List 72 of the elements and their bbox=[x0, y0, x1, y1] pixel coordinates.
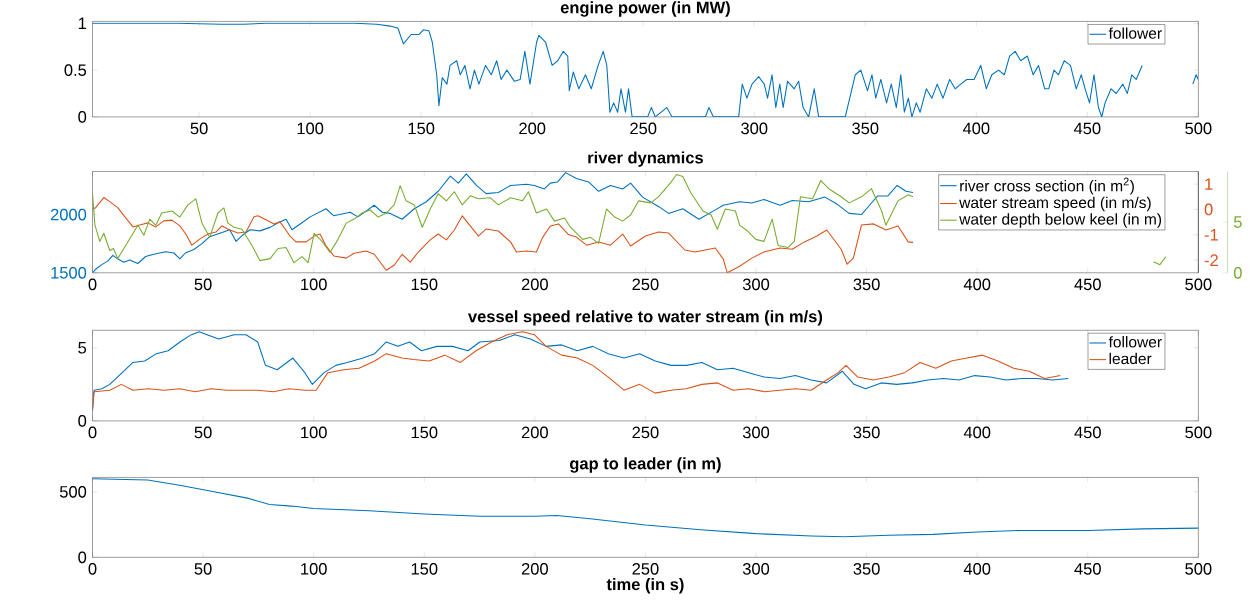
x-tick-label: 100 bbox=[301, 426, 327, 439]
y-tick-label: 500 bbox=[59, 486, 87, 498]
x-tick-label: 50 bbox=[190, 122, 208, 135]
x-tick-label: 450 bbox=[1073, 122, 1101, 135]
legend-label: water depth below keel (in m) bbox=[959, 213, 1162, 228]
legend-label: water stream speed (in m/s) bbox=[959, 196, 1151, 212]
x-tick-label: 150 bbox=[408, 122, 435, 135]
x-tick-label: 50 bbox=[194, 426, 212, 439]
x-tick-label: 200 bbox=[521, 563, 548, 575]
x-tick-label: 250 bbox=[632, 426, 659, 439]
y-tick-label: 5 bbox=[78, 342, 87, 354]
y2-tick-label: 1 bbox=[1205, 178, 1213, 190]
y-tick-label: 0.5 bbox=[64, 64, 87, 77]
line-series bbox=[92, 197, 914, 273]
y-tick-label: 1500 bbox=[51, 267, 87, 279]
y-tick-label: 2000 bbox=[50, 208, 87, 221]
x-tick-label: 450 bbox=[1074, 426, 1101, 439]
x-tick-label: 500 bbox=[1185, 278, 1212, 291]
x-tick-label: 150 bbox=[411, 426, 438, 439]
chart-title: vessel speed relative to water stream (in m/s) bbox=[468, 310, 823, 326]
x-tick-label: 350 bbox=[852, 122, 879, 135]
x-tick-label: 350 bbox=[853, 426, 880, 439]
legend-label: leader bbox=[1109, 352, 1152, 365]
x-tick-label: 450 bbox=[1074, 563, 1101, 575]
x-tick-label: 400 bbox=[963, 278, 991, 291]
line-series bbox=[92, 172, 914, 273]
x-axis-title: time (in s) bbox=[606, 578, 684, 594]
x-tick-label: 500 bbox=[1185, 426, 1212, 439]
x-tick-label: 0 bbox=[88, 278, 97, 291]
y2-tick-label: -2 bbox=[1204, 254, 1218, 266]
x-tick-label: 250 bbox=[630, 122, 657, 135]
x-tick-label: 450 bbox=[1074, 278, 1101, 291]
legend-label: follower bbox=[1108, 27, 1162, 39]
y2-tick-label: -1 bbox=[1204, 229, 1218, 241]
x-tick-label: 200 bbox=[519, 122, 546, 135]
x-tick-label: 250 bbox=[632, 278, 659, 291]
x-tick-label: 400 bbox=[963, 426, 991, 439]
y3-tick-label: 5 bbox=[1233, 216, 1242, 228]
x-tick-label: 350 bbox=[853, 278, 880, 291]
y-tick-label: 1 bbox=[78, 17, 87, 30]
x-tick-label: 0 bbox=[88, 563, 97, 575]
x-tick-label: 200 bbox=[521, 278, 548, 291]
x-tick-label: 100 bbox=[297, 122, 324, 135]
chart-title: gap to leader (in m) bbox=[570, 457, 721, 473]
x-tick-label: 350 bbox=[853, 563, 880, 575]
y2-tick-label: 0 bbox=[1204, 203, 1213, 216]
x-tick-label: 200 bbox=[521, 426, 548, 439]
x-tick-label: 500 bbox=[1185, 563, 1212, 575]
x-tick-label: 300 bbox=[742, 278, 770, 291]
y-tick-label: 0 bbox=[78, 111, 87, 123]
x-tick-label: 0 bbox=[88, 426, 97, 439]
x-tick-label: 300 bbox=[742, 426, 770, 439]
x-tick-label: 400 bbox=[962, 122, 990, 135]
x-tick-label: 300 bbox=[742, 563, 770, 575]
x-tick-label: 300 bbox=[741, 122, 768, 135]
line-series bbox=[92, 478, 1199, 538]
legend-label: follower bbox=[1108, 336, 1162, 348]
chart-title: river dynamics bbox=[588, 151, 703, 167]
chart-title: engine power (in MW) bbox=[560, 1, 730, 17]
x-tick-label: 100 bbox=[301, 563, 327, 575]
x-tick-label: 150 bbox=[411, 278, 438, 291]
x-tick-label: 500 bbox=[1185, 122, 1212, 135]
y-tick-label: 0 bbox=[78, 551, 87, 564]
legend-label: river cross section (in m$^{2}$) bbox=[960, 177, 1134, 195]
x-tick-label: 250 bbox=[632, 563, 659, 575]
y-tick-label: 0 bbox=[78, 415, 87, 427]
x-tick-label: 100 bbox=[301, 278, 327, 291]
x-tick-label: 400 bbox=[963, 563, 991, 575]
x-tick-label: 50 bbox=[194, 563, 212, 575]
x-tick-label: 50 bbox=[194, 278, 212, 291]
x-tick-label: 150 bbox=[411, 563, 438, 575]
y3-tick-label: 0 bbox=[1233, 267, 1242, 279]
